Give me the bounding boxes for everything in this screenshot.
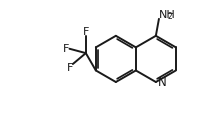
Text: NH: NH bbox=[159, 10, 176, 20]
Text: N: N bbox=[158, 76, 167, 89]
Text: F: F bbox=[83, 27, 89, 37]
Text: 2: 2 bbox=[168, 12, 172, 21]
Text: F: F bbox=[62, 44, 69, 54]
Text: F: F bbox=[67, 63, 74, 73]
